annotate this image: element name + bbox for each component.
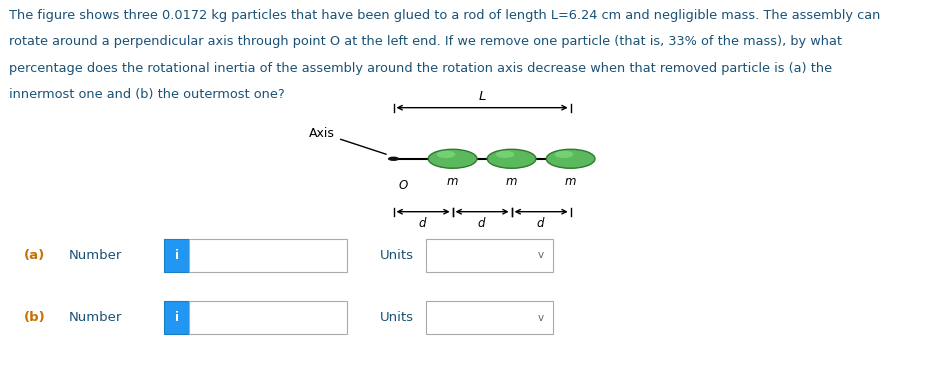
Text: $d$: $d$: [417, 216, 428, 230]
Circle shape: [428, 149, 476, 168]
Text: Units: Units: [379, 249, 413, 262]
Text: Number: Number: [68, 311, 122, 324]
Text: O: O: [398, 179, 407, 192]
Text: $m$: $m$: [505, 175, 518, 188]
Text: Units: Units: [379, 311, 413, 324]
FancyBboxPatch shape: [164, 301, 189, 334]
Circle shape: [388, 157, 399, 161]
Text: Number: Number: [68, 249, 122, 262]
Text: $L$: $L$: [477, 90, 486, 103]
Text: $m$: $m$: [563, 175, 577, 188]
Text: innermost one and (b) the outermost one?: innermost one and (b) the outermost one?: [9, 88, 285, 101]
Text: (b): (b): [23, 311, 45, 324]
Text: $m$: $m$: [446, 175, 459, 188]
FancyBboxPatch shape: [189, 239, 346, 272]
FancyBboxPatch shape: [426, 301, 552, 334]
Circle shape: [495, 151, 514, 158]
Circle shape: [487, 149, 535, 168]
Circle shape: [436, 151, 455, 158]
Text: Axis: Axis: [309, 127, 386, 154]
FancyBboxPatch shape: [426, 239, 552, 272]
FancyBboxPatch shape: [164, 239, 189, 272]
Text: v: v: [537, 250, 543, 261]
Text: percentage does the rotational inertia of the assembly around the rotation axis : percentage does the rotational inertia o…: [9, 62, 831, 75]
Text: i: i: [174, 311, 179, 324]
Text: rotate around a perpendicular axis through point O at the left end. If we remove: rotate around a perpendicular axis throu…: [9, 35, 841, 49]
Text: $d$: $d$: [476, 216, 487, 230]
Text: $d$: $d$: [535, 216, 546, 230]
Circle shape: [546, 149, 594, 168]
Text: The figure shows three 0.0172 kg particles that have been glued to a rod of leng: The figure shows three 0.0172 kg particl…: [9, 9, 880, 22]
Text: v: v: [537, 312, 543, 323]
Text: (a): (a): [23, 249, 45, 262]
Text: i: i: [174, 249, 179, 262]
Circle shape: [554, 151, 573, 158]
FancyBboxPatch shape: [189, 301, 346, 334]
